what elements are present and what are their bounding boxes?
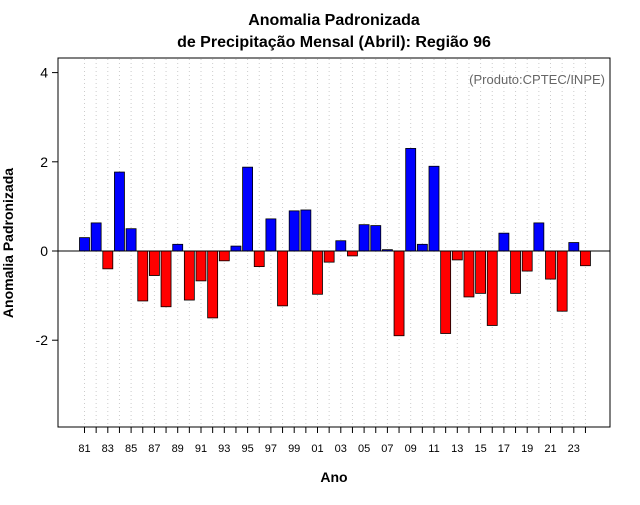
- bar-11: [428, 165, 440, 252]
- bar-91: [195, 250, 207, 282]
- bar-88: [160, 250, 172, 308]
- bar-03: [335, 240, 347, 252]
- y-tick-label: 0: [40, 243, 48, 259]
- x-tick-label: 91: [195, 443, 207, 455]
- bar-89: [172, 243, 184, 252]
- x-tick-label: 83: [102, 443, 114, 455]
- bar-12: [440, 250, 452, 334]
- x-tick-label: 87: [148, 443, 160, 455]
- bar-08: [393, 250, 405, 337]
- x-tick-label: 17: [498, 443, 510, 455]
- x-tick-label: 13: [451, 443, 463, 455]
- bar-02: [323, 250, 335, 263]
- bar-82: [90, 222, 102, 252]
- bar-16: [486, 250, 498, 326]
- bar-21: [545, 250, 556, 280]
- bar-81: [79, 237, 90, 252]
- bar-01: [312, 250, 323, 295]
- bar-83: [102, 250, 114, 270]
- product-label: (Produto:CPTEC/INPE): [469, 72, 605, 87]
- bar-22: [556, 250, 568, 312]
- bar-87: [148, 250, 160, 276]
- bar-92: [207, 250, 219, 319]
- x-tick-label: 95: [241, 443, 253, 455]
- x-tick-label: 19: [521, 443, 533, 455]
- bar-86: [137, 250, 149, 302]
- y-tick-label: 4: [40, 65, 48, 81]
- bar-15: [475, 250, 487, 294]
- x-tick-label: 05: [358, 443, 370, 455]
- x-tick-label: 99: [288, 443, 300, 455]
- x-axis-label: Ano: [320, 469, 347, 485]
- chart-title-line1: Anomalia Padronizada: [248, 12, 420, 29]
- bar-09: [405, 148, 417, 252]
- chart-title-line2: de Precipitação Mensal (Abril): Região 9…: [177, 34, 491, 51]
- x-tick-label: 03: [335, 443, 347, 455]
- y-axis-label: Anomalia Padronizada: [0, 168, 16, 318]
- bar-84: [114, 171, 125, 252]
- bar-04: [347, 250, 358, 257]
- x-tick-label: 93: [218, 443, 230, 455]
- x-tick-label: 97: [265, 443, 277, 455]
- x-tick-label: 09: [405, 443, 417, 455]
- y-tick-label: -2: [36, 332, 49, 348]
- x-tick-label: 23: [568, 443, 580, 455]
- x-tick-label: 21: [544, 443, 556, 455]
- bar-99: [288, 210, 300, 252]
- bar-20: [533, 222, 545, 252]
- x-tick-label: 15: [474, 443, 486, 455]
- x-tick-label: 89: [172, 443, 184, 455]
- grid-layer: [84, 59, 586, 426]
- x-tick-label: 81: [78, 443, 90, 455]
- bar-97: [265, 218, 277, 252]
- bar-24: [580, 250, 591, 267]
- bar-94: [230, 245, 242, 252]
- x-tick-label: 85: [125, 443, 137, 455]
- x-tick-label: 11: [428, 443, 439, 455]
- bar-18: [510, 250, 521, 294]
- bar-98: [277, 250, 288, 307]
- bar-96: [253, 250, 265, 268]
- bar-00: [300, 209, 312, 252]
- y-tick-label: 2: [40, 154, 48, 170]
- x-tick-label: 01: [311, 443, 323, 455]
- bar-85: [125, 228, 137, 252]
- bar-93: [218, 250, 230, 262]
- bar-13: [451, 250, 463, 261]
- bar-layer: [79, 148, 591, 337]
- bar-10: [416, 243, 428, 252]
- bar-06: [370, 225, 382, 252]
- bar-95: [242, 166, 254, 252]
- axis-layer: -2 0 2 4 81 83 85 87 89 91 93 95 97 99 01 03 05 07 09 11 13 1…: [36, 65, 586, 455]
- bar-17: [498, 232, 510, 252]
- bar-23: [568, 242, 580, 252]
- bar-90: [183, 250, 195, 301]
- plot-frame: [57, 57, 611, 428]
- bar-05: [358, 224, 370, 252]
- bar-14: [463, 250, 475, 298]
- bar-19: [521, 250, 533, 272]
- x-tick-label: 07: [381, 443, 393, 455]
